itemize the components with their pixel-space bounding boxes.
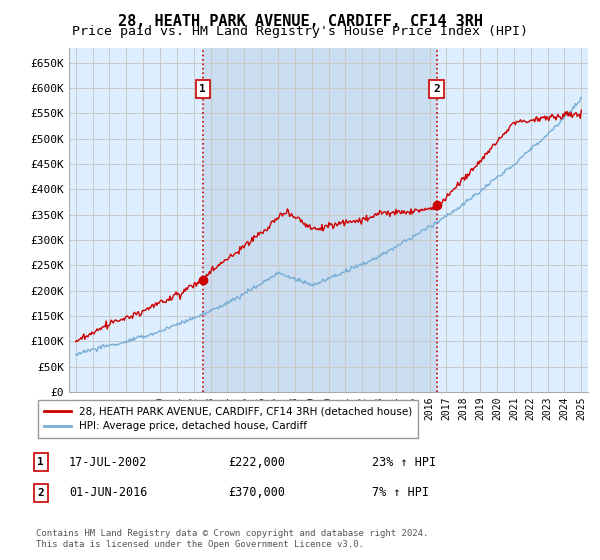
Text: 01-JUN-2016: 01-JUN-2016 [69, 486, 148, 500]
Text: 2: 2 [37, 488, 44, 498]
Text: 17-JUL-2002: 17-JUL-2002 [69, 455, 148, 469]
Text: 23% ↑ HPI: 23% ↑ HPI [372, 455, 436, 469]
Text: 7% ↑ HPI: 7% ↑ HPI [372, 486, 429, 500]
Legend: 28, HEATH PARK AVENUE, CARDIFF, CF14 3RH (detached house), HPI: Average price, d: 28, HEATH PARK AVENUE, CARDIFF, CF14 3RH… [38, 400, 418, 438]
Text: 1: 1 [199, 84, 206, 94]
Text: £370,000: £370,000 [228, 486, 285, 500]
Bar [203, 48, 437, 392]
Text: 2: 2 [433, 84, 440, 94]
Text: Price paid vs. HM Land Registry's House Price Index (HPI): Price paid vs. HM Land Registry's House … [72, 25, 528, 38]
Text: 28, HEATH PARK AVENUE, CARDIFF, CF14 3RH: 28, HEATH PARK AVENUE, CARDIFF, CF14 3RH [118, 14, 482, 29]
Text: 1: 1 [37, 457, 44, 467]
Text: Contains HM Land Registry data © Crown copyright and database right 2024.
This d: Contains HM Land Registry data © Crown c… [36, 529, 428, 549]
Text: £222,000: £222,000 [228, 455, 285, 469]
